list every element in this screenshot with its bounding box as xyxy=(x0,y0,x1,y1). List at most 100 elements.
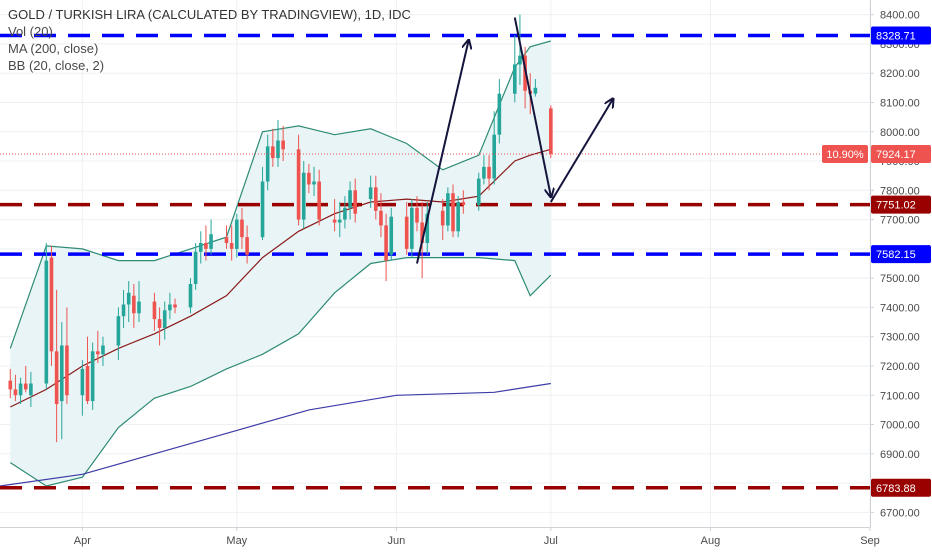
candle xyxy=(492,111,497,185)
trend-arrow xyxy=(549,100,613,203)
candle xyxy=(240,207,244,249)
change-badge: 10.90% xyxy=(826,149,864,161)
level-price-label: 7751.02 xyxy=(876,200,916,212)
price-tick-label: 8000.00 xyxy=(880,127,920,139)
candle xyxy=(337,202,342,238)
candle-body xyxy=(415,207,419,223)
level-price-label-background xyxy=(871,26,931,45)
bollinger-fill xyxy=(10,41,551,486)
level-price-label: 7582.15 xyxy=(876,249,916,261)
candle xyxy=(229,225,234,261)
candle xyxy=(296,134,301,226)
candle xyxy=(162,301,167,340)
price-tick-label: 7400.00 xyxy=(880,302,920,314)
candle xyxy=(209,219,213,255)
candle xyxy=(126,281,131,323)
legend-volume[interactable]: Vol (20) xyxy=(8,24,53,39)
candle-body xyxy=(29,383,33,396)
candle xyxy=(451,184,455,238)
candle-body xyxy=(240,219,244,238)
candle xyxy=(368,175,373,208)
candle-body xyxy=(224,237,229,244)
candle xyxy=(281,125,285,162)
candle xyxy=(307,163,311,194)
candle xyxy=(132,283,136,328)
candle-body xyxy=(389,216,394,255)
candle xyxy=(440,199,445,241)
candle xyxy=(173,298,177,314)
level-price-label-background xyxy=(871,478,931,497)
candle-body xyxy=(157,319,162,328)
candle xyxy=(157,307,162,346)
candle xyxy=(90,342,95,410)
price-tick-label: 6700.00 xyxy=(880,507,920,519)
price-tick-label: 7300.00 xyxy=(880,332,920,344)
candle-body xyxy=(235,219,239,249)
candle-body xyxy=(271,146,275,159)
candle-body xyxy=(162,310,167,328)
candle xyxy=(235,213,239,258)
candle xyxy=(312,166,316,197)
candle xyxy=(404,202,409,255)
candle-body xyxy=(168,304,172,311)
bollinger-lower xyxy=(9,257,552,487)
candle-body xyxy=(54,351,59,405)
horizontal-levels[interactable] xyxy=(0,33,870,490)
candle-body xyxy=(281,140,285,150)
candle-body xyxy=(126,292,131,305)
time-axis-background xyxy=(0,527,932,550)
plot-area[interactable] xyxy=(0,14,870,490)
price-tick-label: 7100.00 xyxy=(880,390,920,402)
chart-title: GOLD / TURKISH LIRA (CALCULATED BY TRADI… xyxy=(8,7,411,22)
trend-arrow xyxy=(513,17,551,197)
candle xyxy=(101,336,105,366)
candle xyxy=(518,14,522,85)
candle xyxy=(59,322,64,440)
candle xyxy=(317,169,321,226)
candle-body xyxy=(461,202,466,205)
legend-bollinger-bands[interactable]: BB (20, close, 2) xyxy=(8,58,105,73)
candle-body xyxy=(312,181,316,185)
chart-legend: GOLD / TURKISH LIRA (CALCULATED BY TRADI… xyxy=(8,6,411,74)
time-tick-label: Jul xyxy=(544,535,558,547)
candle-body xyxy=(132,295,136,314)
moving-average-200 xyxy=(0,382,551,487)
candle xyxy=(482,155,486,185)
candle-body xyxy=(85,365,90,402)
candle xyxy=(260,166,265,241)
legend-moving-average[interactable]: MA (200, close) xyxy=(8,41,99,56)
candle-body xyxy=(332,219,337,223)
change-badge-background xyxy=(822,144,868,163)
candle-body xyxy=(518,55,522,65)
candle-body xyxy=(456,202,460,232)
time-tick-label: Apr xyxy=(74,535,91,547)
bollinger-middle xyxy=(10,148,551,408)
candle-body xyxy=(301,172,306,220)
candle xyxy=(80,360,85,416)
candle-body xyxy=(353,190,358,214)
candle xyxy=(379,193,383,238)
price-labels: 8328.71 7751.02 7582.15 6783.88 7924.17 10.90… xyxy=(822,26,931,497)
ma200-line xyxy=(0,382,551,487)
candle-body xyxy=(44,260,49,384)
candle xyxy=(512,35,517,103)
candle-body xyxy=(384,225,388,261)
candle xyxy=(18,377,23,405)
level-price-label: 8328.71 xyxy=(876,31,916,43)
drawn-arrows[interactable] xyxy=(416,17,613,264)
candle xyxy=(271,128,275,167)
candle-body xyxy=(425,213,430,244)
candle xyxy=(96,330,100,364)
price-tick-label: 8200.00 xyxy=(880,68,920,80)
candle-body xyxy=(512,64,517,94)
candle-body xyxy=(229,243,234,249)
candle xyxy=(224,225,229,249)
candle xyxy=(23,365,28,393)
candle xyxy=(415,196,419,232)
candle xyxy=(425,202,430,255)
price-tick-label: 8400.00 xyxy=(880,10,920,22)
candle-body xyxy=(533,87,538,94)
